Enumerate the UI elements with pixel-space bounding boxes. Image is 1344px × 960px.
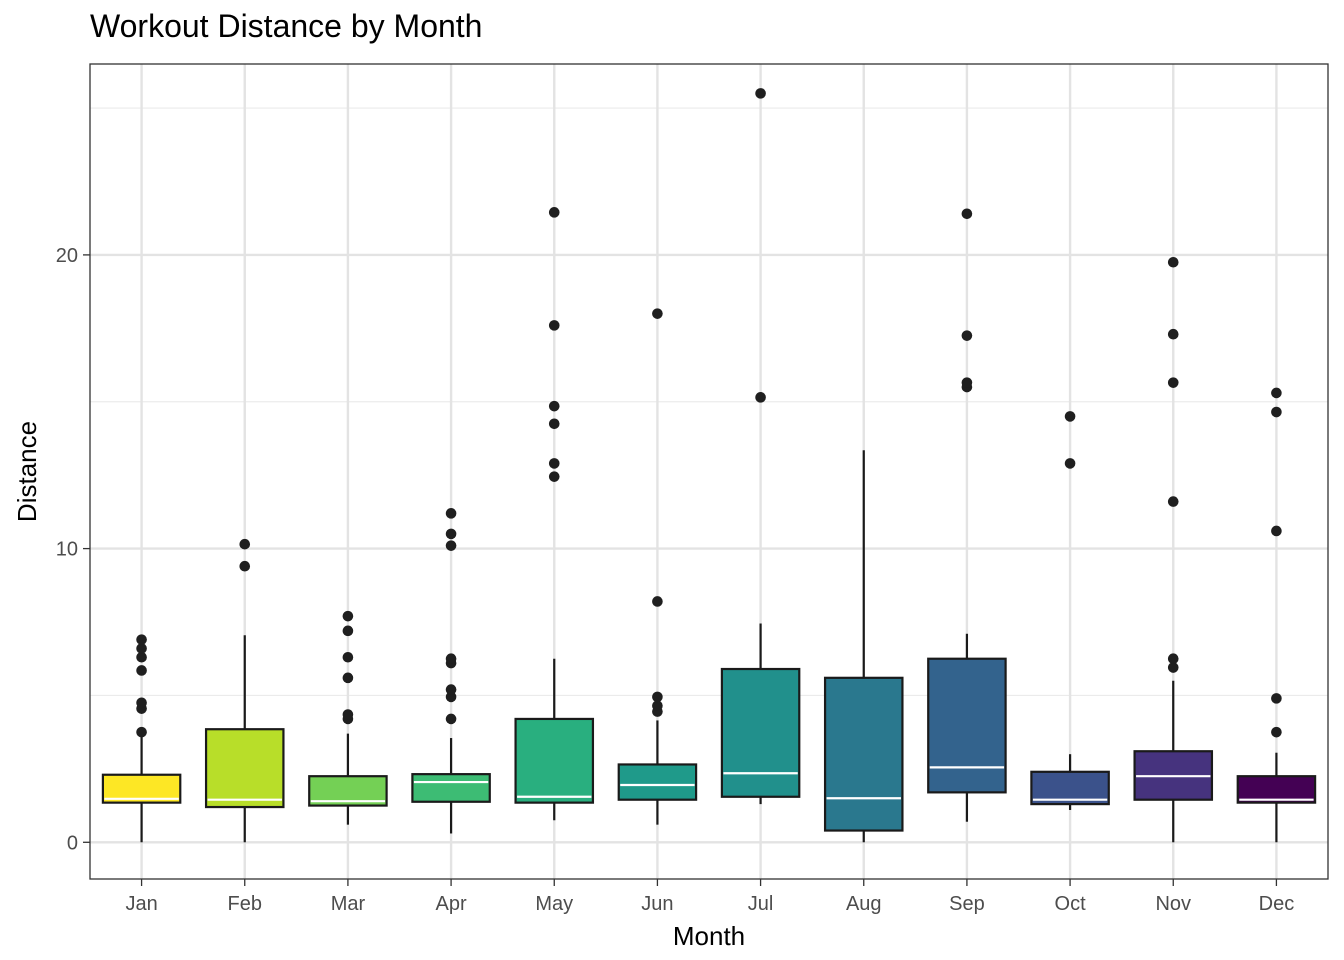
outlier-point <box>1167 496 1179 507</box>
box-jan <box>101 736 182 843</box>
outlier-point <box>1167 328 1179 340</box>
box-oct <box>1030 754 1110 810</box>
outlier-point <box>445 713 457 725</box>
outlier-point <box>1271 693 1282 704</box>
outlier-point <box>1271 726 1282 738</box>
outlier-point <box>342 709 354 720</box>
outlier-points <box>136 88 1282 738</box>
outlier-point <box>548 207 560 218</box>
y-tick-label: 10 <box>56 539 78 561</box>
outlier-point <box>445 691 457 703</box>
x-tick-label: Dec <box>1259 893 1295 915</box>
outlier-point <box>136 697 147 709</box>
outlier-point <box>239 538 251 550</box>
box-body <box>514 717 595 804</box>
chart-title: Workout Distance by Month <box>90 8 483 44</box>
x-tick-label: Sep <box>949 893 985 915</box>
box-body <box>204 728 285 809</box>
box-body <box>927 657 1007 794</box>
box-dec <box>1236 752 1317 843</box>
outlier-point <box>548 458 560 469</box>
box-mar <box>308 733 388 825</box>
outlier-point <box>342 651 354 663</box>
x-tick-label: Jul <box>748 893 774 915</box>
outlier-point <box>136 634 147 645</box>
outlier-point <box>445 540 457 551</box>
x-tick-label: Mar <box>331 893 366 915</box>
x-tick-label: Apr <box>436 893 467 915</box>
outlier-point <box>1271 406 1282 418</box>
box-body <box>720 667 801 798</box>
outlier-point <box>342 625 354 637</box>
box-aug <box>823 450 904 843</box>
outlier-point <box>652 308 663 319</box>
box-jul <box>720 623 801 805</box>
axes: 0 10 20 Jan Feb Mar Apr May Jun Jul Aug Sep Oct Nov De… <box>56 245 1294 915</box>
y-tick-label: 20 <box>56 245 78 267</box>
outlier-point <box>548 471 560 482</box>
plot-panel-border <box>89 63 1329 880</box>
outlier-point <box>548 418 560 430</box>
box-apr <box>411 738 491 834</box>
outlier-point <box>652 700 663 712</box>
outlier-point <box>961 377 973 388</box>
outlier-point <box>239 560 251 572</box>
outlier-point <box>1167 377 1179 388</box>
x-tick-label: Aug <box>846 893 882 915</box>
outlier-point <box>1064 411 1076 422</box>
outlier-point <box>1167 256 1179 268</box>
box-plots <box>101 450 1317 843</box>
outlier-point <box>1167 653 1179 665</box>
outlier-point <box>548 400 560 412</box>
outlier-point <box>445 653 457 665</box>
outlier-point <box>1167 662 1179 673</box>
outlier-point <box>1271 387 1282 399</box>
x-tick-label: Feb <box>228 893 262 915</box>
x-tick-label: Oct <box>1055 893 1087 915</box>
box-may <box>514 658 595 821</box>
outlier-point <box>1271 525 1282 537</box>
outlier-point <box>652 691 663 703</box>
box-nov <box>1133 680 1214 843</box>
outlier-point <box>1064 458 1076 469</box>
outlier-point <box>136 643 147 654</box>
outlier-point <box>445 684 457 695</box>
box-body <box>1236 775 1317 804</box>
outlier-point <box>652 596 663 607</box>
y-axis-title: Distance <box>12 421 42 522</box>
outlier-point <box>755 392 766 403</box>
outlier-point <box>136 665 147 676</box>
outlier-point <box>445 508 457 519</box>
outlier-point <box>548 320 560 331</box>
outlier-point <box>755 88 766 99</box>
box-feb <box>204 635 285 843</box>
outlier-point <box>342 610 354 622</box>
outlier-point <box>961 208 973 220</box>
outlier-point <box>136 651 147 663</box>
y-tick-label: 0 <box>67 832 78 854</box>
x-tick-label: Jun <box>641 893 673 915</box>
outlier-point <box>961 330 973 341</box>
box-body <box>617 763 698 801</box>
outlier-point <box>445 528 457 540</box>
x-axis-title: Month <box>673 921 745 951</box>
x-tick-label: May <box>535 893 573 915</box>
x-tick-label: Jan <box>125 893 157 915</box>
outlier-point <box>136 726 147 738</box>
box-jun <box>617 720 698 825</box>
outlier-point <box>342 672 354 684</box>
box-sep <box>927 633 1007 822</box>
box-body <box>823 676 904 832</box>
x-tick-label: Nov <box>1155 893 1191 915</box>
box-body <box>411 773 491 803</box>
